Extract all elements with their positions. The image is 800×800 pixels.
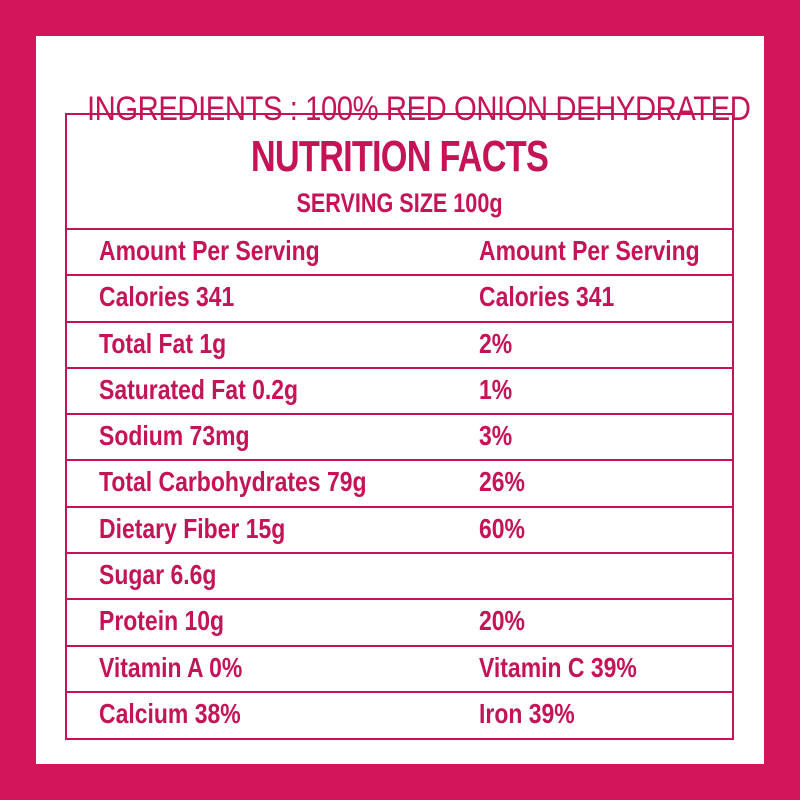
ingredients-text: INGREDIENTS : 100% RED ONION DEHYDRATED [86, 90, 751, 128]
label-card: INGREDIENTS : 100% RED ONION DEHYDRATED … [36, 36, 764, 764]
row-label: Calcium 38% [99, 697, 241, 729]
table-row: Amount Per Serving Amount Per Serving [67, 228, 732, 274]
row-label: Protein 10g [99, 605, 225, 637]
row-label: Saturated Fat 0.2g [99, 373, 299, 405]
row-label: Vitamin A 0% [99, 651, 243, 683]
nutrition-facts-panel: NUTRITION FACTS SERVING SIZE 100g Amount… [65, 113, 734, 740]
table-row: Protein 10g 20% [67, 598, 732, 644]
row-value: 20% [479, 605, 525, 637]
row-label: Sugar 6.6g [99, 559, 217, 591]
row-label: Dietary Fiber 15g [99, 512, 286, 544]
serving-size: SERVING SIZE 100g [296, 188, 503, 218]
row-value: 26% [479, 466, 525, 498]
table-row: Total Carbohydrates 79g 26% [67, 459, 732, 505]
row-value: Calories 341 [479, 281, 615, 313]
table-row: Calcium 38% Iron 39% [67, 690, 732, 737]
row-value: 1% [479, 373, 513, 405]
row-value: Iron 39% [479, 697, 575, 729]
row-value: 3% [479, 420, 513, 452]
nutrition-table: Amount Per Serving Amount Per Serving Ca… [67, 228, 732, 737]
row-value: 2% [479, 327, 513, 359]
table-row: Dietary Fiber 15g 60% [67, 505, 732, 552]
row-label: Total Fat 1g [99, 327, 227, 359]
row-value: Vitamin C 39% [479, 651, 637, 683]
table-row: Calories 341 Calories 341 [67, 274, 732, 320]
row-label: Total Carbohydrates 79g [99, 466, 367, 498]
row-value: 60% [479, 512, 525, 544]
table-row: Saturated Fat 0.2g 1% [67, 366, 732, 413]
table-row: Vitamin A 0% Vitamin C 39% [67, 644, 732, 691]
row-label: Calories 341 [99, 281, 235, 313]
row-value: Amount Per Serving [479, 235, 700, 266]
table-row: Sugar 6.6g [67, 552, 732, 598]
row-label: Sodium 73mg [99, 420, 250, 452]
table-row: Sodium 73mg 3% [67, 413, 732, 459]
row-label: Amount Per Serving [99, 235, 320, 266]
table-row: Total Fat 1g 2% [67, 320, 732, 367]
nutrition-facts-title: NUTRITION FACTS [250, 132, 549, 181]
